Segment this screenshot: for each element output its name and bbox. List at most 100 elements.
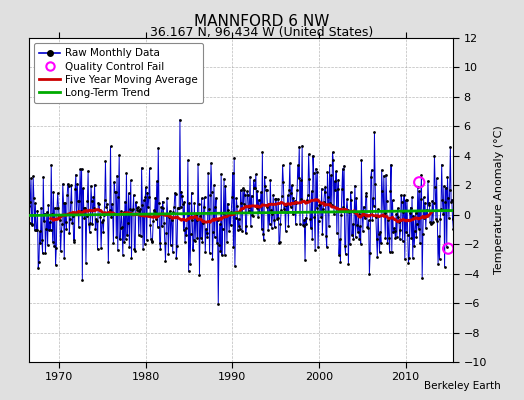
Point xyxy=(113,172,121,179)
Point xyxy=(92,216,100,222)
Point xyxy=(237,200,246,206)
Point xyxy=(295,143,303,150)
Point xyxy=(292,200,301,206)
Point xyxy=(208,188,216,195)
Point xyxy=(171,190,179,196)
Point xyxy=(446,144,454,150)
Point xyxy=(439,211,447,218)
Point xyxy=(152,178,161,184)
Point xyxy=(31,200,39,206)
Point xyxy=(417,196,425,202)
Point xyxy=(407,235,416,242)
Point xyxy=(382,171,390,178)
Point xyxy=(306,216,314,222)
Point xyxy=(291,221,300,227)
Point xyxy=(434,233,443,240)
Point xyxy=(187,231,195,237)
Text: Berkeley Earth: Berkeley Earth xyxy=(424,381,500,391)
Point xyxy=(330,210,338,217)
Point xyxy=(178,193,187,200)
Point xyxy=(42,209,51,215)
Point xyxy=(357,157,366,163)
Point xyxy=(354,229,362,236)
Point xyxy=(37,205,45,211)
Point xyxy=(431,184,440,190)
Point xyxy=(412,234,421,240)
Point xyxy=(151,194,159,201)
Point xyxy=(313,169,322,175)
Point xyxy=(247,192,256,199)
Point xyxy=(132,199,140,206)
Point xyxy=(285,187,293,193)
Point xyxy=(221,182,230,189)
Point xyxy=(94,200,102,206)
Point xyxy=(61,218,70,225)
Text: MANNFORD 6 NW: MANNFORD 6 NW xyxy=(194,14,330,29)
Point xyxy=(432,175,441,182)
Point xyxy=(184,268,193,274)
Point xyxy=(259,231,267,237)
Point xyxy=(309,152,317,159)
Point xyxy=(131,248,139,254)
Point xyxy=(69,212,77,219)
Point xyxy=(29,173,37,180)
Point xyxy=(422,207,431,213)
Point xyxy=(238,228,246,234)
Point xyxy=(122,170,130,176)
Point xyxy=(176,116,184,123)
Point xyxy=(287,204,295,210)
Point xyxy=(205,206,213,212)
Point xyxy=(348,221,357,227)
Point xyxy=(263,187,271,193)
Point xyxy=(106,143,115,150)
Point xyxy=(88,221,96,228)
Point xyxy=(363,224,372,230)
Point xyxy=(430,152,439,159)
Point xyxy=(80,215,89,221)
Point xyxy=(297,196,305,202)
Point xyxy=(136,206,145,212)
Point xyxy=(238,185,247,192)
Point xyxy=(293,187,301,194)
Point xyxy=(150,207,158,213)
Point xyxy=(181,225,190,231)
Point xyxy=(46,219,54,225)
Point xyxy=(413,184,422,190)
Point xyxy=(438,161,446,168)
Point xyxy=(202,226,210,232)
Point xyxy=(440,183,448,190)
Point xyxy=(173,243,181,250)
Point xyxy=(32,226,40,233)
Point xyxy=(360,212,368,219)
Point xyxy=(49,188,58,195)
Point xyxy=(407,204,415,211)
Point xyxy=(244,192,252,198)
Point xyxy=(170,203,178,210)
Point xyxy=(146,222,155,228)
Point xyxy=(191,238,199,244)
Point xyxy=(110,179,118,185)
Point xyxy=(299,223,308,229)
Point xyxy=(230,155,238,161)
Point xyxy=(42,226,50,233)
Point xyxy=(51,262,60,268)
Point xyxy=(366,250,374,257)
Point xyxy=(68,220,77,227)
Point xyxy=(394,205,402,211)
Point xyxy=(263,204,271,210)
Point xyxy=(432,216,440,222)
Point xyxy=(222,213,231,219)
Point xyxy=(159,205,168,211)
Point xyxy=(139,197,148,203)
Point xyxy=(81,204,90,211)
Point xyxy=(48,211,56,217)
Point xyxy=(415,188,423,194)
Point xyxy=(378,188,387,194)
Point xyxy=(445,215,453,222)
Point xyxy=(335,251,343,258)
Point xyxy=(142,184,150,190)
Point xyxy=(375,249,384,255)
Point xyxy=(109,240,117,246)
Point xyxy=(291,198,299,204)
Point xyxy=(149,218,157,224)
